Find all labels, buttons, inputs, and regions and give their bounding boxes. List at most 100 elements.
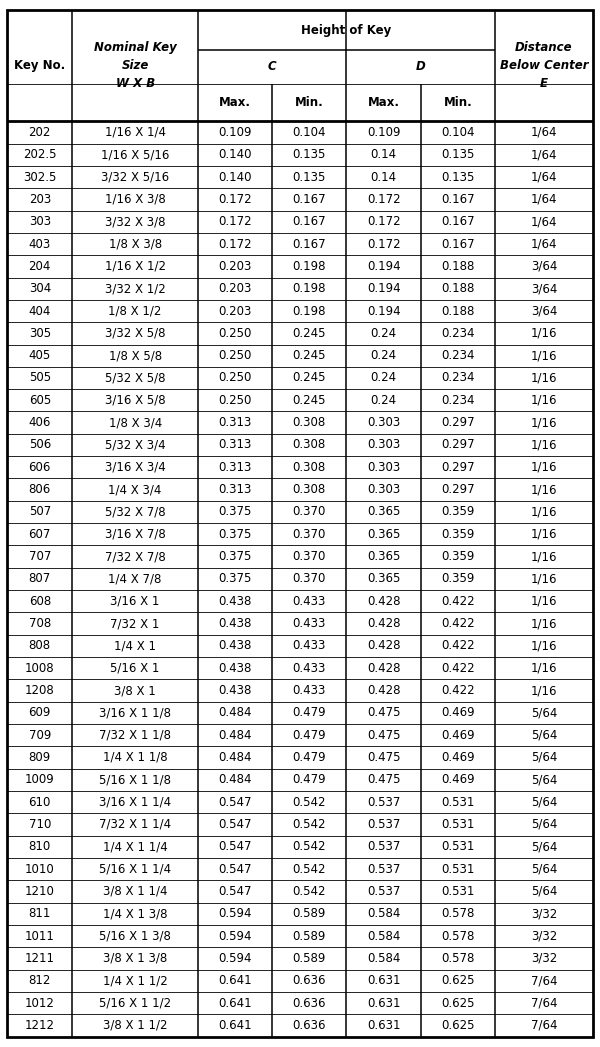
Text: 0.584: 0.584 [367,908,400,920]
Text: 7/32 X 1 1/8: 7/32 X 1 1/8 [99,729,171,741]
Text: 5/32 X 5/8: 5/32 X 5/8 [105,372,166,384]
Text: 1211: 1211 [25,952,55,965]
Text: 0.308: 0.308 [293,483,326,496]
Text: 0.14: 0.14 [371,171,397,183]
Text: 1/8 X 3/4: 1/8 X 3/4 [109,416,162,429]
Text: 0.135: 0.135 [293,171,326,183]
Text: 0.234: 0.234 [441,372,475,384]
Text: 1/16: 1/16 [530,528,557,540]
Text: 507: 507 [29,506,51,518]
Text: 1/16: 1/16 [530,461,557,474]
Text: 1/4 X 1 1/2: 1/4 X 1 1/2 [103,974,167,987]
Text: 0.484: 0.484 [218,729,252,741]
Text: 0.245: 0.245 [293,350,326,362]
Text: Min.: Min. [443,96,472,109]
Text: 0.250: 0.250 [218,394,252,407]
Text: 5/64: 5/64 [531,707,557,719]
Text: 0.594: 0.594 [218,952,252,965]
Text: 0.370: 0.370 [293,528,326,540]
Text: 709: 709 [29,729,51,741]
Text: 0.313: 0.313 [218,416,252,429]
Text: D: D [416,61,425,73]
Text: 812: 812 [29,974,51,987]
Text: 0.438: 0.438 [218,595,252,607]
Text: 7/64: 7/64 [530,1019,557,1032]
Text: 0.631: 0.631 [367,997,400,1009]
Text: 0.636: 0.636 [293,1019,326,1032]
Text: 0.428: 0.428 [367,662,400,674]
Text: 0.631: 0.631 [367,1019,400,1032]
Text: 7/32 X 1: 7/32 X 1 [110,617,160,630]
Text: 0.542: 0.542 [293,863,326,875]
Text: 1/16: 1/16 [530,372,557,384]
Text: 1/64: 1/64 [530,193,557,206]
Text: 0.308: 0.308 [293,439,326,451]
Text: 0.422: 0.422 [441,684,475,697]
Text: 1/4 X 3/4: 1/4 X 3/4 [109,483,162,496]
Text: 0.167: 0.167 [293,193,326,206]
Text: 0.359: 0.359 [441,506,475,518]
Text: 0.135: 0.135 [441,149,475,161]
Text: 1208: 1208 [25,684,55,697]
Text: 0.484: 0.484 [218,751,252,764]
Text: 0.475: 0.475 [367,707,400,719]
Text: 810: 810 [29,841,51,853]
Text: 1212: 1212 [25,1019,55,1032]
Text: Height of Key: Height of Key [301,24,392,37]
Text: 5/64: 5/64 [531,796,557,808]
Text: 7/64: 7/64 [530,974,557,987]
Text: 0.428: 0.428 [367,595,400,607]
Text: 5/64: 5/64 [531,774,557,786]
Text: 1/16: 1/16 [530,416,557,429]
Text: 1/16: 1/16 [530,573,557,585]
Text: 0.433: 0.433 [293,595,326,607]
Text: 5/32 X 3/4: 5/32 X 3/4 [105,439,166,451]
Text: 1210: 1210 [25,885,55,898]
Text: 0.433: 0.433 [293,662,326,674]
Text: 0.167: 0.167 [441,238,475,250]
Text: 0.542: 0.542 [293,885,326,898]
Text: 3/8 X 1: 3/8 X 1 [115,684,156,697]
Text: 0.297: 0.297 [441,483,475,496]
Text: 1/16: 1/16 [530,327,557,340]
Text: 0.359: 0.359 [441,550,475,563]
Text: 0.104: 0.104 [441,126,475,139]
Text: 203: 203 [29,193,51,206]
Text: 0.370: 0.370 [293,550,326,563]
Text: 0.297: 0.297 [441,461,475,474]
Text: 1/16: 1/16 [530,439,557,451]
Text: 0.475: 0.475 [367,751,400,764]
Text: 0.589: 0.589 [293,908,326,920]
Text: 0.589: 0.589 [293,930,326,942]
Text: 0.194: 0.194 [367,283,400,295]
Text: 1/16: 1/16 [530,550,557,563]
Text: 0.109: 0.109 [218,126,252,139]
Text: 0.313: 0.313 [218,483,252,496]
Text: 0.198: 0.198 [293,260,326,273]
Text: 1/8 X 3/8: 1/8 X 3/8 [109,238,162,250]
Text: 5/16 X 1 1/2: 5/16 X 1 1/2 [99,997,171,1009]
Text: 708: 708 [29,617,51,630]
Text: 0.531: 0.531 [441,863,475,875]
Text: 1/64: 1/64 [530,216,557,228]
Text: 305: 305 [29,327,51,340]
Text: 7/64: 7/64 [530,997,557,1009]
Text: 0.234: 0.234 [441,350,475,362]
Text: 0.531: 0.531 [441,885,475,898]
Text: 3/16 X 1 1/8: 3/16 X 1 1/8 [99,707,171,719]
Text: Max.: Max. [368,96,400,109]
Text: 0.167: 0.167 [293,216,326,228]
Text: 0.433: 0.433 [293,640,326,652]
Text: 3/32 X 5/8: 3/32 X 5/8 [105,327,166,340]
Text: 505: 505 [29,372,51,384]
Text: 0.188: 0.188 [441,305,475,317]
Text: 0.303: 0.303 [367,416,400,429]
Text: 0.250: 0.250 [218,372,252,384]
Text: 0.438: 0.438 [218,640,252,652]
Text: 0.359: 0.359 [441,528,475,540]
Text: 0.537: 0.537 [367,841,400,853]
Text: 0.245: 0.245 [293,394,326,407]
Text: 808: 808 [29,640,51,652]
Text: 1/16: 1/16 [530,662,557,674]
Text: 610: 610 [29,796,51,808]
